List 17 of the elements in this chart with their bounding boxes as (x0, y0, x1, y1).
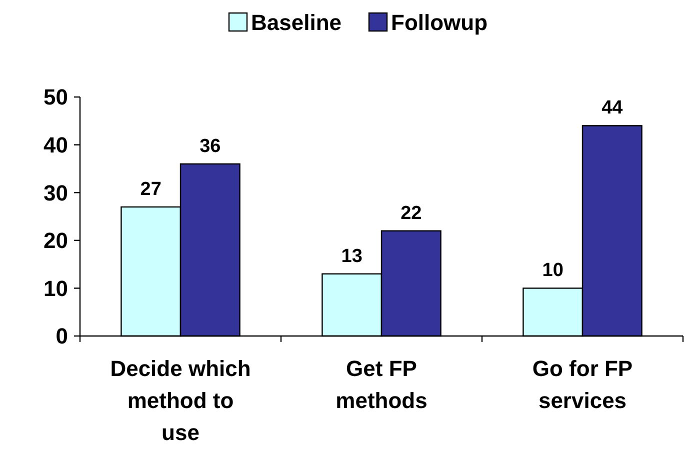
data-label: 44 (602, 98, 624, 119)
data-label: 22 (400, 202, 422, 224)
data-label: 36 (200, 136, 221, 157)
y-tick-label: 30 (44, 180, 68, 206)
legend-label: Baseline (251, 10, 342, 35)
y-tick-label: 20 (44, 228, 68, 254)
x-tick-label: Get FP methods (336, 356, 428, 413)
x-tick-label: Go for FP services (532, 356, 633, 413)
y-tick-label: 40 (44, 132, 68, 158)
data-label: 13 (341, 246, 362, 267)
y-tick-label: 10 (44, 276, 68, 301)
x-tick-label: Decide which method to use (110, 356, 251, 445)
data-label: 10 (542, 260, 564, 282)
y-tick-label: 0 (56, 324, 68, 349)
y-tick-label: 50 (44, 84, 68, 110)
legend-label: Followup (391, 10, 488, 35)
data-label: 27 (140, 178, 162, 200)
